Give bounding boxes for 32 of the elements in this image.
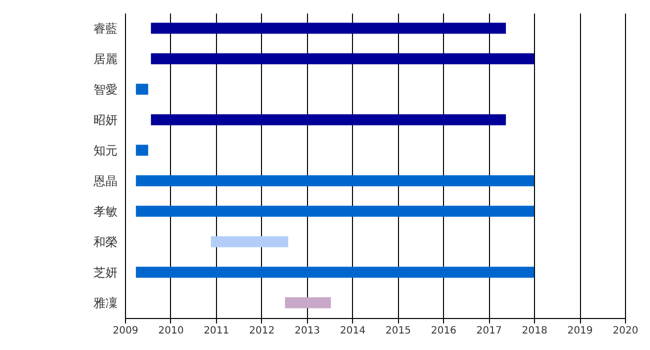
bar	[136, 175, 534, 186]
bar	[136, 84, 148, 95]
y-tick-label: 孝敏	[94, 204, 118, 218]
bar	[136, 206, 534, 217]
bar	[210, 236, 288, 248]
x-tick-label: 2011	[204, 326, 230, 336]
y-tick-label: 雅凜	[94, 296, 118, 310]
x-tick-label: 2015	[386, 326, 411, 336]
x-tick-label: 2014	[340, 326, 366, 336]
x-tick-label: 2013	[294, 326, 320, 336]
x-tick-label: 2012	[249, 326, 275, 336]
y-tick-label: 智愛	[94, 82, 118, 96]
x-tick-label: 2018	[522, 326, 548, 336]
x-tick-label: 2017	[476, 326, 502, 336]
x-tick-label: 2020	[612, 326, 638, 336]
bar	[150, 53, 534, 64]
bar	[136, 144, 148, 156]
y-tick-label: 睿藍	[94, 21, 118, 36]
y-tick-label: 知元	[94, 143, 118, 158]
x-tick-label: 2010	[158, 326, 184, 336]
y-tick-label: 居麗	[94, 52, 118, 66]
x-tick-label: 2016	[430, 326, 456, 336]
y-tick-label: 昭妍	[94, 112, 118, 127]
y-tick-label: 芝妍	[94, 265, 118, 280]
bar	[136, 266, 534, 278]
bar	[285, 297, 331, 308]
x-tick-label: 2019	[567, 326, 593, 336]
bar	[150, 22, 506, 34]
x-tick-label: 2009	[112, 326, 138, 336]
bar	[150, 114, 506, 126]
y-tick-label: 恩晶	[92, 174, 118, 188]
y-tick-label: 和榮	[94, 234, 118, 249]
